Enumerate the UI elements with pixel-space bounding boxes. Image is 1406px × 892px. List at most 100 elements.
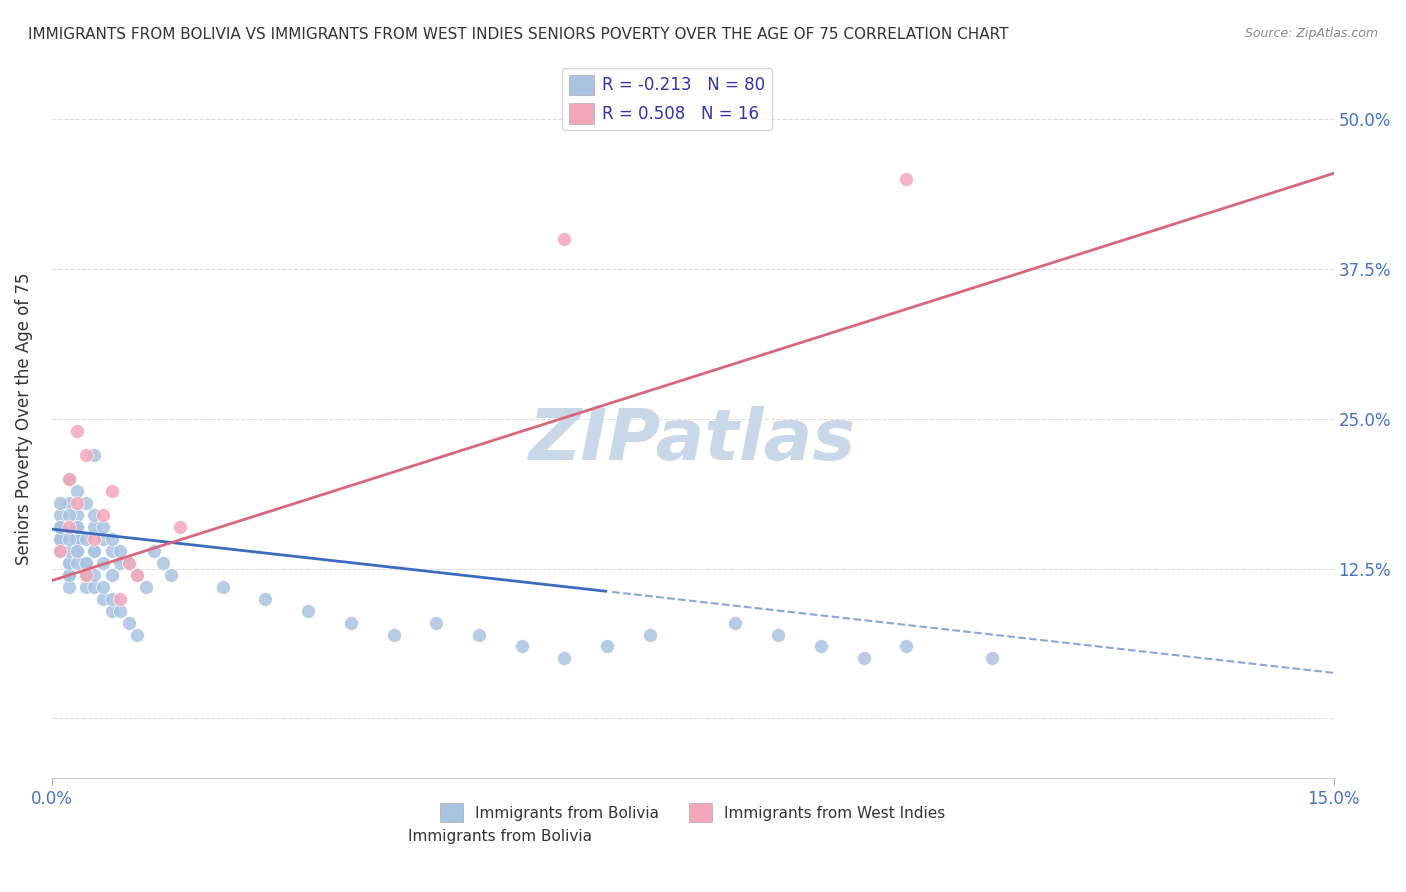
Point (83, 543, 105, 558)
Point (553, 651, 575, 665)
Point (100, 543, 122, 558)
Point (596, 640, 619, 654)
Point (135, 580, 157, 594)
Point (638, 627, 661, 641)
Point (425, 615, 447, 630)
Point (83, 519, 105, 533)
Point (91, 580, 114, 594)
Point (66, 519, 89, 533)
Point (49, 532, 72, 546)
Point (553, 232, 575, 246)
Point (58, 519, 80, 533)
Point (91, 591, 114, 606)
Point (169, 519, 191, 533)
Point (75, 567, 97, 582)
Point (127, 627, 149, 641)
Point (49, 543, 72, 558)
Point (254, 591, 277, 606)
Point (100, 591, 122, 606)
Point (766, 627, 789, 641)
Text: Source: ZipAtlas.com: Source: ZipAtlas.com (1244, 27, 1378, 40)
Point (83, 448, 105, 462)
Point (49, 519, 72, 533)
Point (66, 496, 89, 510)
Point (75, 567, 97, 582)
Point (160, 567, 183, 582)
Point (66, 543, 89, 558)
Point (58, 567, 80, 582)
Point (58, 472, 80, 486)
Point (108, 556, 131, 570)
Point (118, 556, 141, 570)
Point (66, 424, 89, 438)
Point (66, 519, 89, 533)
Point (58, 556, 80, 570)
Point (75, 448, 97, 462)
Point (100, 567, 122, 582)
Point (127, 567, 149, 582)
Y-axis label: Seniors Poverty Over the Age of 75: Seniors Poverty Over the Age of 75 (15, 273, 32, 566)
Point (49, 532, 72, 546)
Point (75, 556, 97, 570)
Point (91, 556, 114, 570)
Point (58, 567, 80, 582)
Point (83, 508, 105, 522)
Point (58, 580, 80, 594)
Point (980, 651, 1002, 665)
Point (66, 532, 89, 546)
Point (75, 580, 97, 594)
Point (49, 519, 72, 533)
Point (108, 543, 131, 558)
Point (211, 580, 233, 594)
Point (49, 508, 72, 522)
Point (852, 651, 875, 665)
Point (66, 483, 89, 498)
Point (100, 532, 122, 546)
Point (66, 519, 89, 533)
Point (49, 543, 72, 558)
Point (724, 615, 747, 630)
Point (66, 543, 89, 558)
Point (91, 508, 114, 522)
Point (810, 640, 832, 654)
Point (118, 615, 141, 630)
Point (83, 543, 105, 558)
Point (83, 532, 105, 546)
Point (83, 567, 105, 582)
Point (58, 472, 80, 486)
Point (58, 496, 80, 510)
Text: Immigrants from Bolivia: Immigrants from Bolivia (408, 829, 592, 844)
Point (58, 508, 80, 522)
Point (143, 543, 166, 558)
Point (91, 532, 114, 546)
Point (118, 556, 141, 570)
Point (297, 603, 319, 617)
Point (49, 496, 72, 510)
Point (75, 556, 97, 570)
Point (468, 627, 491, 641)
Point (83, 580, 105, 594)
Point (510, 640, 533, 654)
Point (152, 556, 174, 570)
Point (58, 472, 80, 486)
Text: IMMIGRANTS FROM BOLIVIA VS IMMIGRANTS FROM WEST INDIES SENIORS POVERTY OVER THE : IMMIGRANTS FROM BOLIVIA VS IMMIGRANTS FR… (28, 27, 1008, 42)
Point (75, 532, 97, 546)
Point (75, 567, 97, 582)
Point (66, 556, 89, 570)
Point (100, 483, 122, 498)
Point (340, 615, 363, 630)
Point (108, 603, 131, 617)
Point (58, 543, 80, 558)
Point (127, 567, 149, 582)
Point (75, 496, 97, 510)
Point (382, 627, 405, 641)
Point (108, 591, 131, 606)
Point (100, 603, 122, 617)
Legend: Immigrants from Bolivia, Immigrants from West Indies: Immigrants from Bolivia, Immigrants from… (433, 797, 952, 828)
Point (58, 532, 80, 546)
Point (66, 508, 89, 522)
Point (896, 172, 918, 186)
Point (91, 519, 114, 533)
Text: ZIPatlas: ZIPatlas (529, 406, 856, 475)
Point (58, 556, 80, 570)
